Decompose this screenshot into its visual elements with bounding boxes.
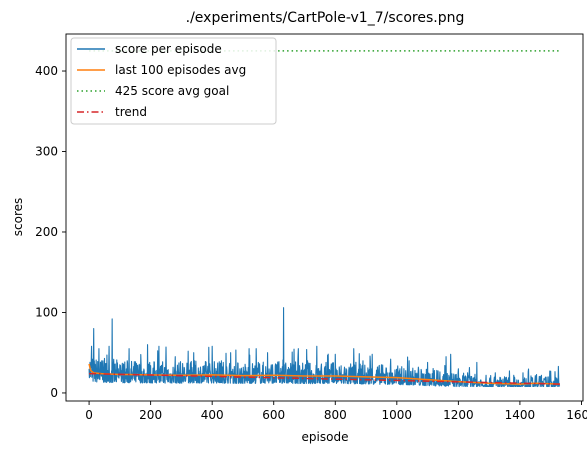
series-line-3: [89, 372, 560, 385]
chart-title: ./experiments/CartPole-v1_7/scores.png: [186, 10, 465, 26]
legend-label-2: 425 score avg goal: [115, 84, 229, 98]
y-tick-label-2: 200: [35, 225, 58, 239]
x-tick-label-4: 800: [324, 408, 347, 422]
y-tick-label-0: 0: [50, 386, 58, 400]
y-axis: 0 100 200 300 400: [35, 64, 66, 400]
plot-area: [88, 50, 561, 388]
legend-label-0: score per episode: [115, 42, 222, 56]
x-tick-label-1: 200: [139, 408, 162, 422]
x-tick-label-6: 1200: [443, 408, 474, 422]
x-tick-label-5: 1000: [382, 408, 413, 422]
y-tick-label-1: 100: [35, 305, 58, 319]
axes-frame: [65, 33, 584, 402]
x-axis-label: episode: [302, 430, 349, 444]
x-tick-label-0: 0: [85, 408, 93, 422]
y-tick-label-4: 400: [35, 64, 58, 78]
legend-label-1: last 100 episodes avg: [115, 63, 246, 77]
legend-box: [70, 37, 277, 125]
y-axis-label: scores: [11, 198, 25, 237]
y-tick-label-3: 300: [35, 145, 58, 159]
x-tick-label-2: 400: [201, 408, 224, 422]
x-tick-label-3: 600: [262, 408, 285, 422]
legend-label-3: trend: [115, 105, 147, 119]
legend: score per episode last 100 episodes avg 42…: [70, 37, 277, 125]
x-tick-label-7: 1400: [505, 408, 536, 422]
